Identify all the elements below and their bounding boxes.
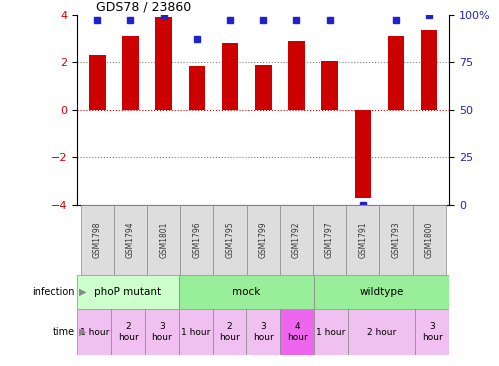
FancyBboxPatch shape <box>346 205 379 274</box>
Bar <box>354 110 371 198</box>
Text: GSM1792: GSM1792 <box>292 221 301 258</box>
FancyBboxPatch shape <box>314 274 449 309</box>
Bar <box>89 55 106 110</box>
FancyBboxPatch shape <box>114 205 147 274</box>
FancyBboxPatch shape <box>111 309 145 355</box>
Text: 1 hour: 1 hour <box>316 328 345 337</box>
FancyBboxPatch shape <box>77 309 111 355</box>
Text: 3
hour: 3 hour <box>152 322 172 342</box>
Bar <box>321 61 338 110</box>
FancyBboxPatch shape <box>180 205 214 274</box>
Bar <box>388 36 404 110</box>
Text: infection: infection <box>32 287 75 297</box>
FancyBboxPatch shape <box>214 205 247 274</box>
Text: GSM1797: GSM1797 <box>325 221 334 258</box>
Text: wildtype: wildtype <box>359 287 404 297</box>
Text: GSM1799: GSM1799 <box>258 221 268 258</box>
Text: GSM1795: GSM1795 <box>226 221 235 258</box>
Bar <box>255 64 271 110</box>
FancyBboxPatch shape <box>81 205 114 274</box>
FancyBboxPatch shape <box>247 205 280 274</box>
Text: mock: mock <box>232 287 260 297</box>
Text: GSM1801: GSM1801 <box>159 221 168 258</box>
Text: 2
hour: 2 hour <box>118 322 138 342</box>
Text: GSM1796: GSM1796 <box>192 221 201 258</box>
Text: GSM1798: GSM1798 <box>93 221 102 258</box>
FancyBboxPatch shape <box>179 309 213 355</box>
Text: 1 hour: 1 hour <box>79 328 109 337</box>
FancyBboxPatch shape <box>314 309 348 355</box>
Bar <box>122 36 139 110</box>
Bar <box>155 17 172 110</box>
Bar <box>222 43 239 110</box>
FancyBboxPatch shape <box>348 309 415 355</box>
Text: GSM1793: GSM1793 <box>392 221 401 258</box>
Bar <box>288 41 305 110</box>
FancyBboxPatch shape <box>145 309 179 355</box>
FancyBboxPatch shape <box>313 205 346 274</box>
Bar <box>189 66 205 110</box>
Text: ▶: ▶ <box>79 327 86 337</box>
Text: time: time <box>53 327 75 337</box>
Text: GSM1794: GSM1794 <box>126 221 135 258</box>
Text: phoP mutant: phoP mutant <box>94 287 162 297</box>
FancyBboxPatch shape <box>247 309 280 355</box>
FancyBboxPatch shape <box>415 309 449 355</box>
Text: 1 hour: 1 hour <box>181 328 210 337</box>
Text: 3
hour: 3 hour <box>253 322 273 342</box>
FancyBboxPatch shape <box>147 205 180 274</box>
Text: 3
hour: 3 hour <box>422 322 443 342</box>
FancyBboxPatch shape <box>280 309 314 355</box>
Text: 2 hour: 2 hour <box>367 328 396 337</box>
FancyBboxPatch shape <box>179 274 314 309</box>
Text: GSM1791: GSM1791 <box>358 221 367 258</box>
Bar <box>421 30 438 110</box>
Text: GSM1800: GSM1800 <box>425 221 434 258</box>
FancyBboxPatch shape <box>413 205 446 274</box>
Text: 2
hour: 2 hour <box>219 322 240 342</box>
FancyBboxPatch shape <box>280 205 313 274</box>
FancyBboxPatch shape <box>379 205 413 274</box>
Text: GDS78 / 23860: GDS78 / 23860 <box>96 0 191 14</box>
Text: ▶: ▶ <box>79 287 86 297</box>
FancyBboxPatch shape <box>77 274 179 309</box>
Text: 4
hour: 4 hour <box>286 322 307 342</box>
FancyBboxPatch shape <box>213 309 247 355</box>
